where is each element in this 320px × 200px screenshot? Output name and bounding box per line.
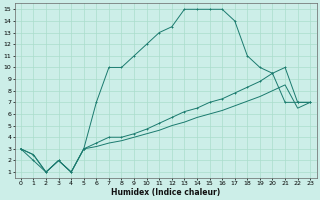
X-axis label: Humidex (Indice chaleur): Humidex (Indice chaleur) (111, 188, 220, 197)
